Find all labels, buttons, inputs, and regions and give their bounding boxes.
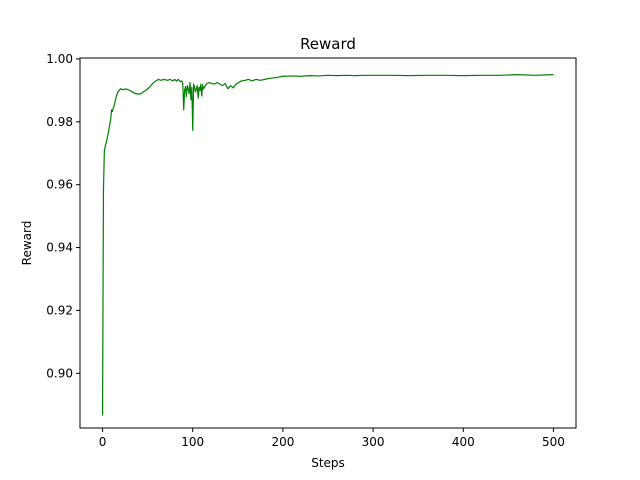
x-tick-label: 100 [181,435,204,449]
chart-title: Reward [300,35,356,53]
plot-frame [79,57,577,429]
x-tick-label: 0 [99,435,107,449]
y-axis-ticks: 0.90 0.92 0.94 0.96 0.98 1.00 [46,52,80,380]
x-tick-label: 300 [362,435,385,449]
y-axis-label: Reward [20,221,34,266]
y-tick-label: 0.94 [46,241,73,255]
x-axis-label: Steps [311,456,345,470]
plot-content [101,74,554,416]
x-tick-label: 400 [452,435,475,449]
y-tick-label: 0.96 [46,178,73,192]
x-axis-ticks: 0 100 200 300 400 500 [99,428,565,449]
y-tick-label: 0.98 [46,115,73,129]
y-tick-label: 0.90 [46,366,73,380]
series-line-0 [101,74,554,416]
y-tick-label: 1.00 [46,52,73,66]
x-tick-label: 200 [271,435,294,449]
y-tick-label: 0.92 [46,303,73,317]
x-tick-label: 500 [542,435,565,449]
